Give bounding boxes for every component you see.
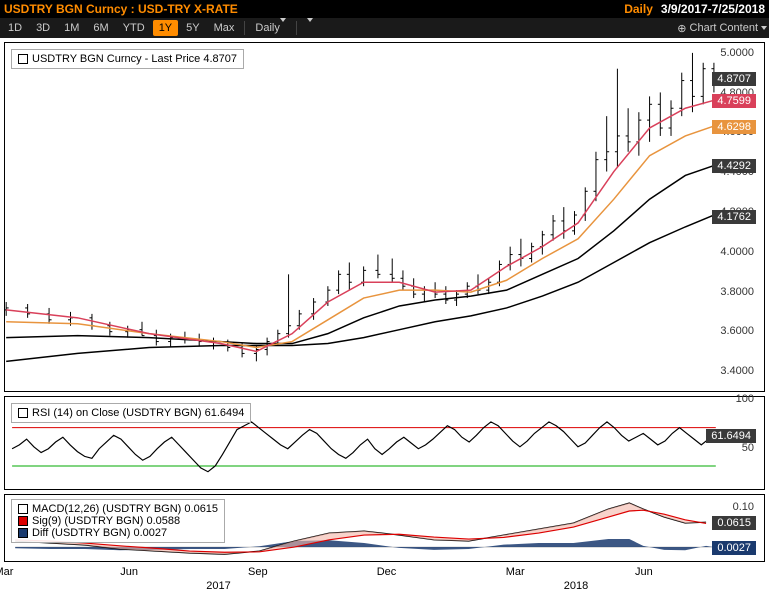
rsi-legend-text: RSI (14) on Close (USDTRY BGN) 61.6494 (32, 407, 244, 419)
legend-swatch (18, 504, 28, 514)
month-label: Mar (506, 566, 525, 578)
range-1m[interactable]: 1M (58, 20, 85, 36)
price-label: 4.6298 (712, 120, 756, 134)
ytick: 5.0000 (720, 47, 754, 59)
chart-content-button[interactable]: ⊕ Chart Content (677, 22, 767, 35)
legend-swatch (18, 516, 28, 526)
toolbar: 1D3D1M6MYTD1Y5YMax Daily ⊕ Chart Content (0, 18, 769, 38)
macd-panel[interactable]: MACD(12,26) (USDTRY BGN) 0.0615Sig(9) (U… (4, 494, 765, 562)
rsi-panel[interactable]: RSI (14) on Close (USDTRY BGN) 61.6494 5… (4, 396, 765, 490)
macd-label: 0.0027 (712, 541, 756, 555)
macd-legend-text: MACD(12,26) (USDTRY BGN) 0.0615 (32, 503, 218, 515)
chart-area: USDTRY BGN Curncy - Last Price 4.8707 3.… (0, 38, 769, 598)
price-panel[interactable]: USDTRY BGN Curncy - Last Price 4.8707 3.… (4, 42, 765, 392)
chevron-down-icon (280, 18, 286, 34)
range-3d[interactable]: 3D (30, 20, 56, 36)
instrument-title: USDTRY BGN Curncy : USD-TRY X-RATE (4, 2, 238, 16)
x-axis: MarJunSepDecMarJun20172018 (4, 564, 723, 594)
month-label: Dec (377, 566, 397, 578)
macd-legend-text: Diff (USDTRY BGN) 0.0027 (32, 527, 167, 539)
price-label: 4.7599 (712, 94, 756, 108)
price-legend-text: USDTRY BGN Curncy - Last Price 4.8707 (32, 53, 237, 65)
legend-swatch (18, 54, 28, 64)
range-5y[interactable]: 5Y (180, 20, 205, 36)
price-label: 4.8707 (712, 72, 756, 86)
separator (296, 21, 297, 35)
bloomberg-terminal: USDTRY BGN Curncy : USD-TRY X-RATE Daily… (0, 0, 769, 600)
ytick: 100 (736, 393, 754, 405)
legend-swatch (18, 408, 28, 418)
ytick: 50 (742, 442, 754, 454)
macd-legend: MACD(12,26) (USDTRY BGN) 0.0615Sig(9) (U… (11, 499, 225, 543)
month-label: Jun (635, 566, 653, 578)
macd-yaxis: 0.100.06150.0027 (718, 495, 760, 561)
range-1y[interactable]: 1Y (153, 20, 178, 36)
price-yaxis: 3.40003.60003.80004.00004.20004.40004.60… (718, 43, 760, 391)
separator (244, 21, 245, 35)
ytick: 3.6000 (720, 325, 754, 337)
ytick: 3.4000 (720, 365, 754, 377)
ytick: 4.0000 (720, 246, 754, 258)
range-1d[interactable]: 1D (2, 20, 28, 36)
header-frequency: Daily (624, 2, 653, 16)
macd-label: 0.10 (733, 501, 754, 513)
range-ytd[interactable]: YTD (117, 20, 151, 36)
rsi-label: 61.6494 (706, 429, 756, 443)
month-label: Jun (120, 566, 138, 578)
rsi-legend: RSI (14) on Close (USDTRY BGN) 61.6494 (11, 403, 251, 423)
toolbar-placeholder[interactable] (301, 20, 319, 36)
range-max[interactable]: Max (208, 20, 241, 36)
ytick: 3.8000 (720, 286, 754, 298)
price-label: 4.4292 (712, 159, 756, 173)
rsi-yaxis: 5010061.6494 (718, 397, 760, 489)
macd-legend-text: Sig(9) (USDTRY BGN) 0.0588 (32, 515, 180, 527)
chevron-down-icon (307, 18, 313, 34)
price-label: 4.1762 (712, 210, 756, 224)
range-6m[interactable]: 6M (87, 20, 114, 36)
year-label: 2017 (206, 580, 230, 592)
year-label: 2018 (564, 580, 588, 592)
frequency-selector[interactable]: Daily (249, 20, 291, 36)
price-legend: USDTRY BGN Curncy - Last Price 4.8707 (11, 49, 244, 69)
chevron-down-icon (761, 26, 767, 30)
header-bar: USDTRY BGN Curncy : USD-TRY X-RATE Daily… (0, 0, 769, 18)
month-label: Mar (0, 566, 13, 578)
macd-label: 0.0615 (712, 516, 756, 530)
month-label: Sep (248, 566, 268, 578)
header-date-range: 3/9/2017-7/25/2018 (661, 2, 765, 16)
legend-swatch (18, 528, 28, 538)
